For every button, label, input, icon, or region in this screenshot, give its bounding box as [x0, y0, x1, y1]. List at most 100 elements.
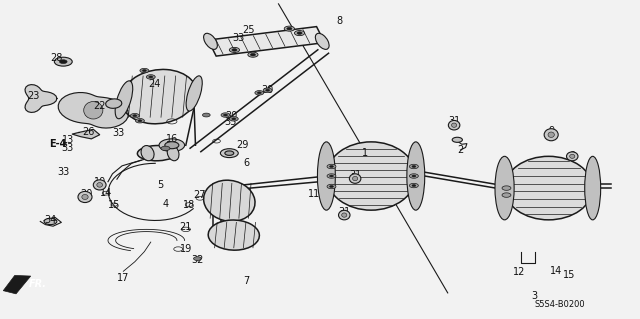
- Ellipse shape: [349, 174, 361, 183]
- Ellipse shape: [220, 149, 238, 158]
- Text: 30: 30: [262, 85, 274, 95]
- Circle shape: [232, 49, 237, 51]
- Ellipse shape: [544, 129, 558, 141]
- Circle shape: [502, 186, 511, 190]
- Text: 5: 5: [157, 180, 163, 190]
- Text: 1: 1: [362, 148, 368, 158]
- Text: 29: 29: [236, 140, 248, 150]
- Text: 17: 17: [117, 273, 129, 283]
- Ellipse shape: [165, 142, 179, 149]
- Circle shape: [287, 27, 292, 30]
- Circle shape: [257, 92, 261, 94]
- Circle shape: [255, 91, 264, 95]
- Circle shape: [131, 114, 140, 118]
- Ellipse shape: [504, 156, 593, 220]
- Ellipse shape: [97, 182, 102, 187]
- Circle shape: [266, 89, 269, 91]
- Ellipse shape: [84, 101, 103, 119]
- Circle shape: [297, 32, 302, 34]
- Text: 25: 25: [242, 25, 255, 35]
- Text: 23: 23: [28, 91, 40, 101]
- Text: 31: 31: [338, 207, 350, 217]
- Circle shape: [410, 164, 419, 169]
- Text: 33: 33: [61, 143, 74, 153]
- Circle shape: [232, 118, 236, 120]
- Text: 19: 19: [180, 244, 192, 254]
- Circle shape: [60, 60, 67, 63]
- Text: 34: 34: [44, 215, 56, 225]
- Text: 18: 18: [183, 200, 195, 210]
- Ellipse shape: [115, 81, 132, 119]
- Ellipse shape: [121, 70, 197, 124]
- Circle shape: [44, 218, 57, 225]
- Ellipse shape: [93, 180, 106, 190]
- Text: 7: 7: [243, 276, 250, 286]
- Circle shape: [133, 115, 137, 117]
- Ellipse shape: [167, 145, 179, 161]
- Circle shape: [54, 57, 72, 66]
- Text: 16: 16: [166, 134, 178, 144]
- Ellipse shape: [204, 180, 255, 221]
- Text: 31: 31: [448, 116, 460, 126]
- Circle shape: [263, 88, 272, 93]
- Ellipse shape: [204, 33, 218, 49]
- Circle shape: [136, 119, 145, 123]
- Ellipse shape: [106, 99, 122, 108]
- Text: 14: 14: [550, 266, 563, 276]
- Text: 35: 35: [225, 117, 237, 127]
- Text: 12: 12: [513, 267, 525, 277]
- Circle shape: [452, 137, 463, 142]
- Circle shape: [140, 68, 149, 73]
- Text: 11: 11: [307, 189, 320, 199]
- Text: 33: 33: [57, 167, 69, 177]
- Text: 33: 33: [113, 129, 125, 138]
- Circle shape: [410, 174, 419, 178]
- Polygon shape: [58, 93, 129, 128]
- Circle shape: [143, 70, 147, 71]
- Circle shape: [412, 185, 416, 187]
- Text: 15: 15: [563, 271, 575, 280]
- Text: 2: 2: [458, 145, 463, 155]
- Ellipse shape: [353, 176, 358, 181]
- Circle shape: [412, 175, 416, 177]
- Ellipse shape: [159, 139, 184, 152]
- Circle shape: [412, 166, 416, 167]
- Ellipse shape: [566, 152, 578, 161]
- Ellipse shape: [452, 123, 457, 127]
- Text: 27: 27: [194, 190, 206, 200]
- Text: 9: 9: [569, 151, 575, 161]
- Circle shape: [221, 113, 230, 117]
- Circle shape: [149, 76, 153, 78]
- Ellipse shape: [585, 156, 601, 220]
- Text: 32: 32: [191, 255, 204, 264]
- Text: 22: 22: [93, 101, 106, 111]
- Bar: [208, 26, 324, 56]
- Ellipse shape: [78, 191, 92, 203]
- Ellipse shape: [317, 142, 335, 210]
- Ellipse shape: [141, 145, 154, 161]
- Ellipse shape: [339, 210, 350, 220]
- Circle shape: [223, 114, 227, 116]
- Text: 14: 14: [100, 188, 112, 198]
- Text: 15: 15: [108, 200, 120, 210]
- Circle shape: [327, 174, 336, 178]
- Text: 8: 8: [336, 16, 342, 26]
- Text: 33: 33: [233, 33, 245, 43]
- Text: 6: 6: [243, 158, 250, 168]
- Ellipse shape: [495, 156, 514, 220]
- Text: 24: 24: [148, 79, 160, 89]
- Text: 13: 13: [61, 136, 74, 145]
- Ellipse shape: [449, 121, 460, 130]
- Text: 31: 31: [349, 170, 361, 180]
- Circle shape: [330, 166, 333, 167]
- Ellipse shape: [186, 76, 202, 111]
- Polygon shape: [72, 129, 100, 139]
- Circle shape: [229, 117, 238, 121]
- Circle shape: [330, 175, 333, 177]
- Ellipse shape: [138, 145, 177, 161]
- Ellipse shape: [342, 213, 347, 217]
- Ellipse shape: [570, 154, 575, 158]
- Circle shape: [327, 164, 336, 169]
- Circle shape: [502, 193, 511, 197]
- Circle shape: [327, 184, 336, 189]
